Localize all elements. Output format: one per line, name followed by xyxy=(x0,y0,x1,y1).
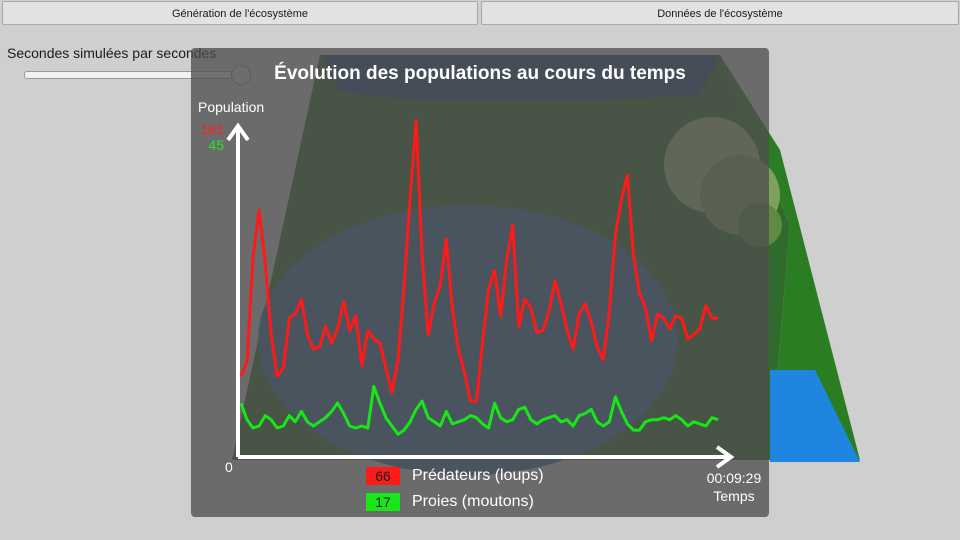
y-axis-arrowhead xyxy=(226,122,250,142)
y-axis-label: Population xyxy=(198,99,264,115)
x-axis-arrowhead xyxy=(715,445,735,469)
x-start-label: 0 xyxy=(225,459,233,475)
legend-item-prey: 17 Proies (moutons) xyxy=(366,492,534,512)
x-end-label: 00:09:29 xyxy=(707,470,762,486)
speed-slider-label: Secondes simulées par secondes xyxy=(7,45,217,61)
ecosystem-data-button[interactable]: Données de l'écosystème xyxy=(481,1,959,25)
y-top-label-predators: 161 xyxy=(201,121,225,137)
x-axis-label: Temps xyxy=(713,488,754,504)
chart-title: Évolution des populations au cours du te… xyxy=(274,63,686,84)
population-chart-panel: Évolution des populations au cours du te… xyxy=(191,48,769,517)
legend-label-predators: Prédateurs (loups) xyxy=(412,467,544,484)
population-chart: Population 161 45 0 00:09:29 Temps xyxy=(198,99,762,504)
legend-item-predators: 66 Prédateurs (loups) xyxy=(366,466,544,486)
ecosystem-generation-button[interactable]: Génération de l'écosystème xyxy=(2,1,478,25)
legend-label-prey: Proies (moutons) xyxy=(412,493,534,510)
legend-swatch-predators: 66 xyxy=(366,467,400,485)
predators-line xyxy=(239,119,718,403)
y-top-label-prey: 45 xyxy=(208,137,224,153)
water-side xyxy=(770,370,860,462)
prey-line xyxy=(239,385,719,436)
terrain-side xyxy=(720,55,860,460)
legend-swatch-prey: 17 xyxy=(366,493,400,511)
